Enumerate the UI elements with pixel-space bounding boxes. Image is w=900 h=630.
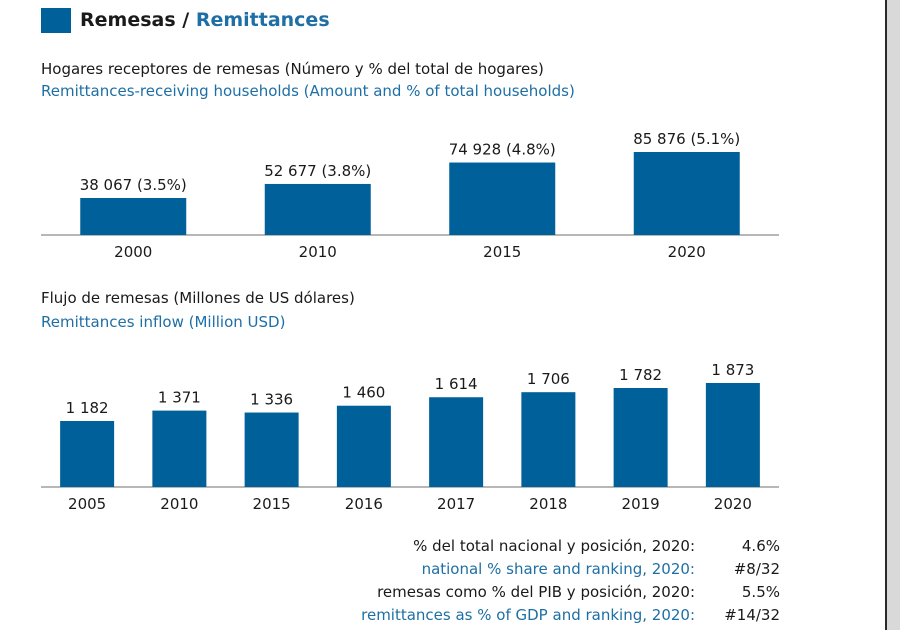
x-tick-label: 2000 — [114, 243, 152, 261]
chart2-title: Flujo de remesas (Millones de US dólares… — [41, 289, 355, 307]
bar — [705, 383, 760, 487]
page-edge-gray — [887, 0, 900, 630]
page-title: Remesas / Remittances — [80, 9, 330, 31]
page-title-es: Remesas / — [80, 9, 190, 31]
households-chart: 38 067 (3.5%) 2000 52 677 (3.8%) 2010 74 928… — [41, 130, 779, 261]
stat-value: 4.6% — [741, 537, 780, 555]
data-label: 52 677 (3.8%) — [264, 162, 371, 180]
data-label: 1 336 — [250, 391, 293, 409]
stat-row: remittances as % of GDP and ranking, 202… — [0, 606, 900, 629]
data-label: 1 706 — [527, 370, 570, 388]
bar — [244, 412, 299, 487]
stat-label: remesas como % del PIB y posición, 2020: — [377, 583, 695, 601]
stat-value: #8/32 — [733, 560, 780, 578]
x-tick-label: 2010 — [299, 243, 337, 261]
stats-block: % del total nacional y posición, 2020: 4… — [0, 537, 900, 629]
header-square-icon — [41, 8, 71, 33]
stat-row: remesas como % del PIB y posición, 2020:… — [0, 583, 900, 606]
bar — [429, 397, 484, 487]
data-label: 1 782 — [619, 366, 662, 384]
data-label: 85 876 (5.1%) — [633, 130, 740, 148]
data-label: 38 067 (3.5%) — [80, 176, 187, 194]
x-tick-label: 2020 — [714, 495, 752, 513]
stat-label: national % share and ranking, 2020: — [421, 560, 695, 578]
data-label: 74 928 (4.8%) — [449, 141, 556, 159]
inflow-chart: 1 182 2005 1 371 2010 1 336 2015 1 460 2016 1 61… — [41, 361, 779, 513]
page-edge-border — [885, 0, 887, 630]
x-tick-label: 2010 — [160, 495, 198, 513]
bar — [521, 392, 576, 487]
x-tick-label: 2018 — [529, 495, 567, 513]
x-tick-label: 2017 — [437, 495, 475, 513]
bar — [613, 388, 668, 487]
page-title-en: Remittances — [195, 9, 330, 31]
stat-value: 5.5% — [741, 583, 780, 601]
data-label: 1 614 — [435, 375, 478, 393]
stat-value: #14/32 — [724, 606, 780, 624]
x-tick-label: 2005 — [68, 495, 106, 513]
bar — [449, 162, 556, 235]
data-label: 1 371 — [158, 389, 201, 407]
x-tick-label: 2015 — [483, 243, 521, 261]
bar — [633, 152, 740, 235]
bar — [152, 410, 207, 487]
bar — [336, 405, 391, 487]
chart1-subtitle: Remittances-receiving households (Amount… — [41, 82, 575, 100]
x-tick-label: 2020 — [668, 243, 706, 261]
chart1-title: Hogares receptores de remesas (Número y … — [41, 60, 544, 78]
bar — [264, 183, 371, 235]
x-tick-label: 2016 — [345, 495, 383, 513]
bar — [60, 421, 115, 487]
stat-row: % del total nacional y posición, 2020: 4… — [0, 537, 900, 560]
bar — [80, 198, 187, 235]
data-label: 1 873 — [711, 361, 754, 379]
x-tick-label: 2019 — [622, 495, 660, 513]
x-tick-label: 2015 — [253, 495, 291, 513]
stat-label: remittances as % of GDP and ranking, 202… — [361, 606, 695, 624]
data-label: 1 460 — [342, 384, 385, 402]
stat-row: national % share and ranking, 2020: #8/3… — [0, 560, 900, 583]
stat-label: % del total nacional y posición, 2020: — [413, 537, 695, 555]
data-label: 1 182 — [66, 399, 109, 417]
chart2-subtitle: Remittances inflow (Million USD) — [41, 313, 286, 331]
